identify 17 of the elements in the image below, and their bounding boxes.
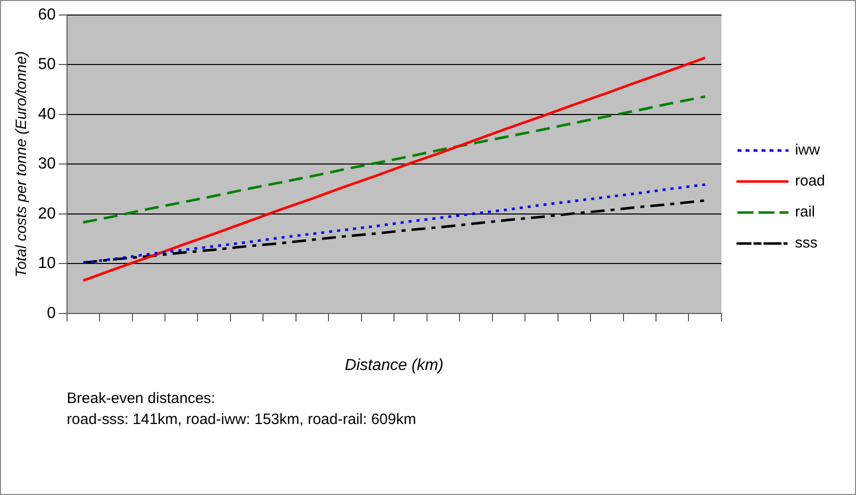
line-series — [82, 183, 706, 264]
text: Break-even distances: — [66, 390, 216, 408]
legend-label: rail — [794, 204, 815, 221]
y-tick-label: 0 — [46, 304, 56, 322]
y-tick-label: 50 — [38, 56, 56, 74]
x-axis-title: Distance (km) — [344, 356, 444, 374]
y-tick-label: 10 — [38, 255, 56, 272]
legend-label: sss — [794, 234, 818, 252]
y-tick-label: 20 — [38, 205, 56, 222]
y-tick-label: 60 — [38, 6, 56, 24]
y-tick-label: 40 — [38, 106, 56, 123]
legend-label: road — [794, 172, 826, 190]
text: road-sss: 141km, road-iww: 153km, road-rail: 609km — [66, 411, 416, 428]
legend-label: iww — [794, 142, 820, 159]
y-tick-label: 30 — [38, 156, 56, 173]
line-series — [82, 95, 706, 224]
y-axis-title: Total costs per tonne (Euro/tonne) — [13, 51, 30, 278]
